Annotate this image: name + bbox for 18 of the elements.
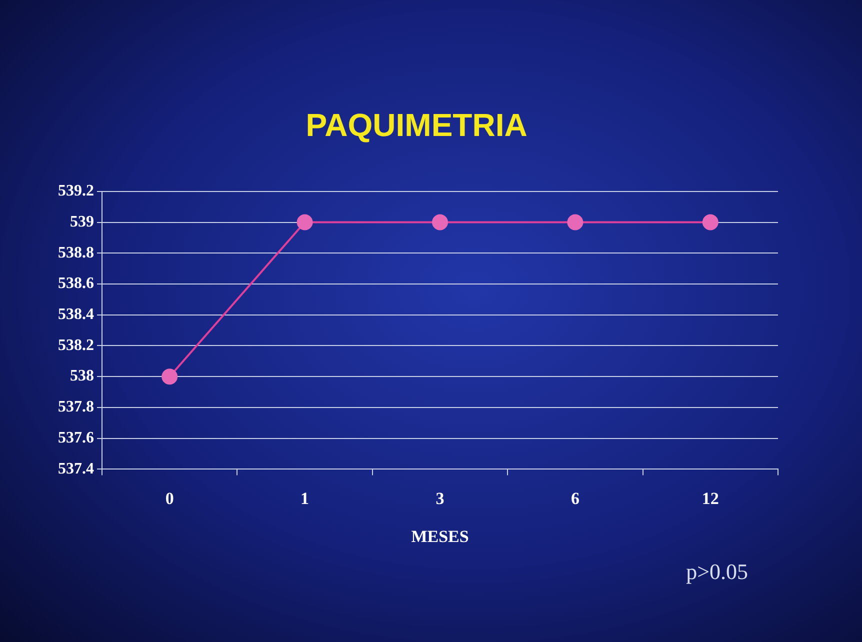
y-tick-label: 539 <box>70 213 94 230</box>
x-tick-label: 6 <box>570 488 580 508</box>
text: p>0.05 <box>686 559 748 584</box>
y-tick-label: 537.6 <box>58 429 94 446</box>
y-tick-label: 537.4 <box>58 460 94 478</box>
y-tick-label: 538.2 <box>58 336 94 354</box>
x-axis-title: MESES <box>411 527 469 546</box>
y-tick-label: 538.4 <box>58 306 94 324</box>
x-tick-label: 0 <box>165 488 174 508</box>
chart-title: PAQUIMETRIA <box>306 107 528 144</box>
y-tick-label: 539.2 <box>58 182 94 200</box>
y-tick-label: 537.8 <box>58 398 94 416</box>
y-tick-label: 538.6 <box>58 275 94 292</box>
y-tick-label: 538 <box>70 368 94 385</box>
y-tick-label: 538.8 <box>58 244 94 262</box>
x-tick-label: 12 <box>702 488 719 508</box>
x-tick-label: 1 <box>300 488 310 508</box>
x-tick-label: 3 <box>436 488 444 508</box>
